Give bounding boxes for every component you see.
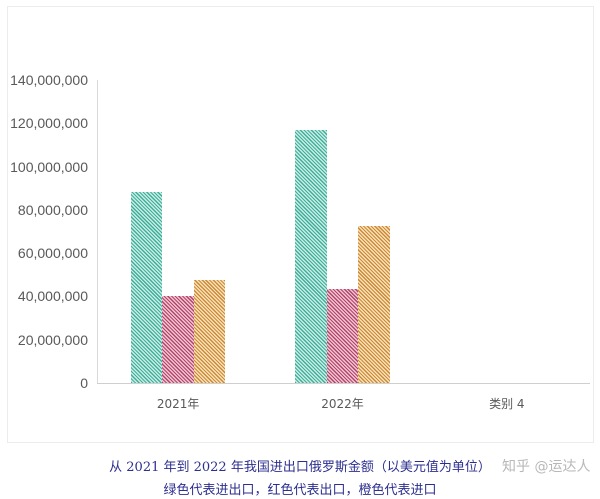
- bar-green: [130, 191, 163, 383]
- watermark: 知乎 @运达人: [502, 459, 591, 475]
- bar-red: [326, 289, 359, 383]
- y-tick-label: 0: [80, 375, 88, 391]
- bar-orange: [358, 225, 390, 383]
- caption-line-1: 从 2021 年到 2022 年我国进出口俄罗斯金额（以美元值为单位）: [109, 460, 491, 475]
- y-tick-label: 20,000,000: [17, 331, 88, 348]
- x-tick-label: 2022年: [321, 397, 364, 411]
- caption-line-2: 绿色代表进出口，红色代表出口，橙色代表进口: [163, 483, 437, 498]
- y-tick-label: 80,000,000: [17, 201, 88, 218]
- y-axis-line: [97, 80, 98, 384]
- bar-orange: [193, 279, 226, 383]
- bar-red: [162, 296, 194, 383]
- y-tick-label: 60,000,000: [17, 245, 88, 262]
- y-tick-label: 100,000,000: [10, 158, 88, 175]
- x-tick-label: 2021年: [156, 397, 200, 411]
- plot-area: [97, 80, 590, 383]
- y-tick-label: 120,000,000: [10, 115, 88, 132]
- y-tick-label: 40,000,000: [17, 288, 88, 305]
- y-tick-label: 140,000,000: [10, 72, 88, 88]
- x-axis-line: [97, 383, 590, 384]
- x-tick-label: 类别 4: [489, 397, 525, 411]
- bar-green: [295, 130, 327, 383]
